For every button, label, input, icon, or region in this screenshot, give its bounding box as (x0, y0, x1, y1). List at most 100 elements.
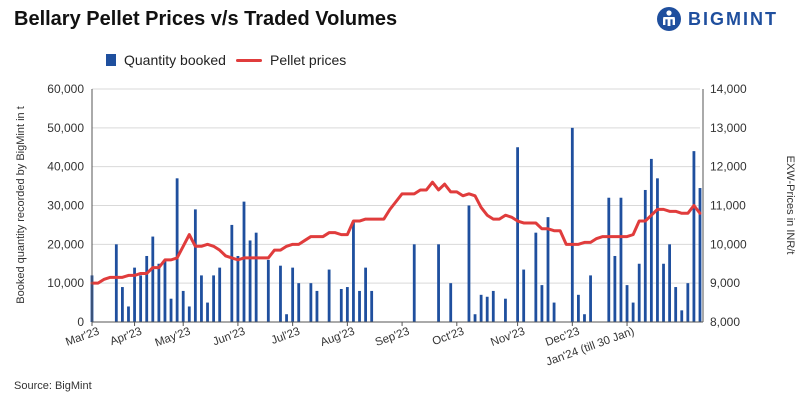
y-left-tick-label: 30,000 (47, 199, 84, 213)
bar-quantity (552, 302, 556, 322)
chart-title: Bellary Pellet Prices v/s Traded Volumes (14, 8, 398, 30)
line-pellet-prices (90, 180, 702, 285)
bar-quantity (193, 209, 197, 322)
x-tick-label: Jun'23 (211, 326, 247, 349)
legend-swatch-bar (106, 54, 116, 66)
bar-quantity (315, 290, 319, 322)
legend-label-quantity-booked: Quantity booked (124, 52, 226, 68)
bar-quantity (364, 267, 367, 322)
gridlines (92, 88, 700, 284)
bars-quantity-booked (90, 127, 702, 322)
bar-quantity (668, 244, 671, 322)
bar-quantity (114, 244, 118, 322)
bar-quantity (345, 287, 349, 322)
brand-name: BIGMINT (688, 8, 778, 29)
bar-quantity (254, 232, 258, 322)
bar-quantity (540, 285, 544, 322)
y-left-tick-label: 40,000 (47, 160, 84, 174)
x-tick-label: Aug'23 (319, 326, 356, 349)
bar-quantity (358, 290, 361, 322)
bar-quantity (145, 255, 149, 322)
x-tick-label: May'23 (154, 326, 193, 350)
x-tick-label: Mar'23 (64, 326, 101, 349)
y-axis-right-title: EXW-Prices in INR/t (784, 156, 796, 255)
bar-quantity (522, 269, 526, 322)
x-tick-label: Jul'23 (270, 326, 302, 347)
bar-quantity (339, 288, 343, 322)
bar-quantity (577, 294, 580, 322)
bar-quantity (187, 306, 191, 322)
bar-quantity (266, 259, 270, 322)
bar-quantity (200, 275, 203, 322)
bar-quantity (686, 283, 690, 322)
y-axis-left-title: Booked quantity recorded by BigMint in t (15, 106, 27, 304)
bar-quantity (151, 236, 155, 322)
bar-quantity (370, 290, 374, 322)
x-tick-label: Oct'23 (431, 326, 466, 349)
bar-quantity (637, 263, 641, 322)
bar-quantity (327, 269, 331, 322)
bar-quantity (285, 314, 288, 322)
bar-quantity (619, 197, 623, 322)
bar-quantity (291, 267, 295, 322)
y-left-tick-label: 20,000 (47, 237, 84, 251)
bar-quantity (674, 287, 678, 322)
bar-quantity (631, 302, 635, 322)
legend-item-quantity-booked: Quantity booked (106, 52, 226, 68)
bar-quantity (121, 287, 124, 322)
bar-quantity (656, 178, 659, 322)
y-right-tick-label: 10,000 (710, 237, 747, 251)
bar-quantity (516, 147, 519, 322)
bar-quantity (309, 283, 313, 322)
bar-quantity (479, 294, 483, 322)
bar-quantity (662, 263, 665, 322)
bar-quantity (504, 298, 507, 322)
bar-quantity (485, 296, 489, 322)
y-right-tick-label: 13,000 (710, 121, 747, 135)
bar-quantity (534, 232, 538, 322)
bar-quantity (297, 283, 301, 322)
bar-quantity (625, 285, 629, 322)
bar-quantity (692, 151, 696, 322)
bar-quantity (649, 158, 653, 322)
bar-quantity (157, 263, 161, 322)
x-tick-label: Nov'23 (489, 326, 526, 349)
legend-label-pellet-prices: Pellet prices (270, 52, 347, 68)
legend-item-pellet-prices: Pellet prices (236, 52, 346, 68)
x-tick-label: Sep'23 (374, 326, 411, 349)
axes (91, 89, 704, 323)
bar-quantity (175, 178, 179, 322)
y-right-tick-label: 9,000 (710, 276, 740, 290)
y-right-tick-label: 12,000 (710, 160, 747, 174)
brand-logo: BIGMINT (656, 6, 778, 32)
y-right-tick-label: 8,000 (710, 315, 740, 329)
bar-quantity (206, 302, 209, 322)
y-left-tick-label: 50,000 (47, 121, 84, 135)
y-axis-right-ticks: 8,000 9,000 10,000 11,000 12,000 13,000 14,000 (710, 82, 747, 329)
bar-quantity (133, 267, 136, 322)
series-line-pellet-prices (90, 180, 702, 285)
bar-quantity (279, 265, 282, 322)
bar-quantity (613, 255, 617, 322)
bar-quantity (546, 217, 550, 322)
bar-quantity (127, 306, 130, 322)
bar-quantity (139, 275, 143, 322)
bar-quantity (607, 197, 611, 322)
y-left-tick-label: 10,000 (47, 276, 84, 290)
x-tick-label: Apr'23 (109, 326, 144, 349)
bar-quantity (248, 240, 252, 322)
bar-quantity (437, 244, 440, 322)
bar-quantity (181, 290, 185, 322)
bar-quantity (230, 224, 234, 322)
bar-quantity (218, 267, 222, 322)
bar-quantity (680, 310, 684, 322)
legend-swatch-line (236, 58, 262, 62)
bigmint-logo-icon (657, 7, 681, 31)
bar-quantity (491, 290, 495, 322)
y-axis-left-ticks: 0 10,000 20,000 30,000 40,000 50,000 60,000 (47, 82, 84, 329)
bar-quantity (698, 188, 702, 322)
source-note: Source: BigMint (14, 380, 92, 392)
bar-quantity (643, 189, 647, 322)
bar-quantity (212, 275, 215, 322)
